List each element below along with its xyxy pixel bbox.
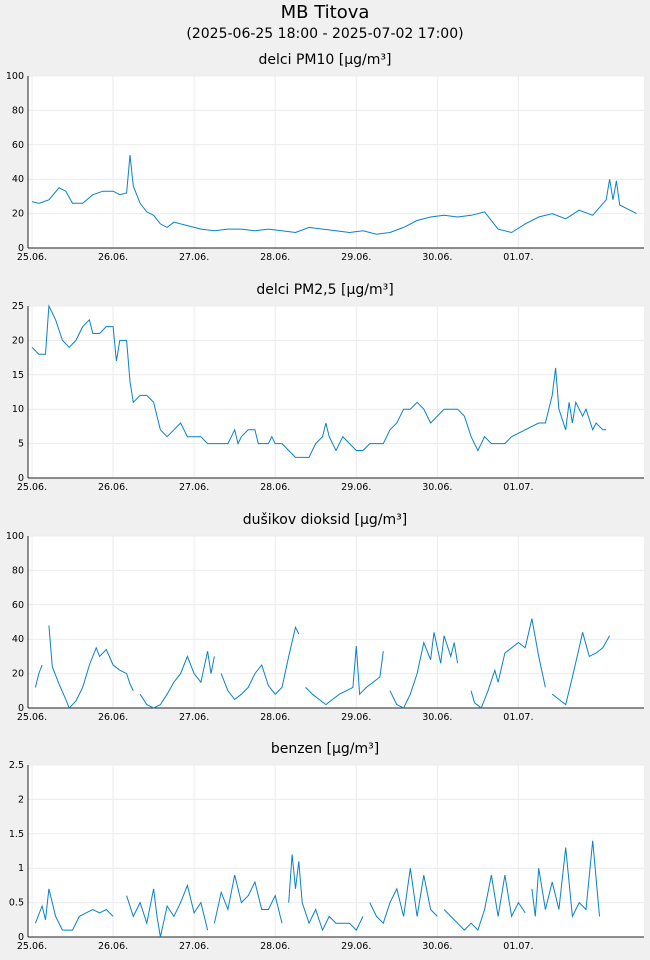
series-line (443, 875, 526, 932)
y-tick-label: 100 (6, 531, 24, 542)
x-tick-label: 27.06. (179, 252, 209, 263)
series-line (48, 625, 134, 709)
series-line (288, 854, 364, 932)
series-line (470, 618, 546, 709)
y-tick-label: 15 (12, 370, 24, 381)
x-tick-label: 25.06. (17, 941, 47, 952)
x-tick-label: 01.07. (503, 712, 533, 723)
x-tick-label: 30.06. (422, 482, 452, 493)
x-tick-label: 26.06. (98, 712, 128, 723)
series-line (126, 883, 209, 938)
x-tick-label: 25.06. (17, 712, 47, 723)
x-tick-label: 26.06. (98, 252, 128, 263)
x-tick-label: 28.06. (260, 482, 290, 493)
x-tick-label: 28.06. (260, 712, 290, 723)
x-tick-label: 30.06. (422, 252, 452, 263)
y-tick-label: 20 (12, 669, 24, 680)
y-tick-label: 2.5 (9, 760, 24, 771)
y-tick-label: 1.5 (9, 829, 24, 840)
y-tick-label: 0 (18, 703, 24, 714)
chart-panel-4: benzen [µg/m³] 0 0.5 1 1.5 2 2.5 25.06. 26.06. 27… (9, 741, 644, 952)
x-tick-label: 01.07. (503, 941, 533, 952)
x-tick-label: 30.06. (422, 712, 452, 723)
series-line (551, 632, 611, 706)
series-line (531, 840, 600, 919)
chart-page-title: MB Titova (280, 2, 370, 23)
x-tick-label: 26.06. (98, 941, 128, 952)
x-tick-label: 29.06. (341, 482, 371, 493)
y-tick-label: 5 (18, 439, 24, 450)
x-tick-label: 27.06. (179, 482, 209, 493)
plot-area (28, 306, 644, 478)
panel-title: delci PM10 [µg/m³] (259, 52, 392, 68)
y-tick-label: 1 (18, 863, 24, 874)
x-tick-label: 25.06. (17, 252, 47, 263)
y-tick-label: 0 (18, 473, 24, 484)
x-tick-label: 01.07. (503, 482, 533, 493)
y-tick-label: 0 (18, 932, 24, 943)
x-tick-label: 27.06. (179, 941, 209, 952)
y-tick-label: 60 (12, 600, 24, 611)
y-tick-label: 60 (12, 140, 24, 151)
panel-title: dušikov dioksid [µg/m³] (243, 512, 408, 528)
x-tick-label: 29.06. (341, 252, 371, 263)
y-tick-label: 10 (12, 404, 24, 415)
y-tick-label: 100 (6, 71, 24, 82)
chart-panel-2: delci PM2,5 [µg/m³] 0 5 10 15 20 25 25.06. 26.06… (12, 282, 644, 493)
x-tick-label: 27.06. (179, 712, 209, 723)
series-line (34, 664, 43, 688)
chart-panel-1: delci PM10 [µg/m³] 0 20 40 60 80 100 25.06. 26.0… (6, 52, 644, 263)
x-tick-label: 28.06. (260, 941, 290, 952)
plot-area (28, 536, 644, 708)
x-tick-label: 01.07. (503, 252, 533, 263)
y-tick-label: 40 (12, 174, 24, 185)
x-tick-label: 29.06. (341, 712, 371, 723)
x-tick-label: 25.06. (17, 482, 47, 493)
y-tick-label: 0.5 (9, 898, 24, 909)
panel-title: benzen [µg/m³] (271, 741, 379, 757)
y-tick-label: 80 (12, 565, 24, 576)
y-tick-label: 0 (18, 243, 24, 254)
series-line (139, 651, 215, 709)
y-tick-label: 20 (12, 335, 24, 346)
panel-title: delci PM2,5 [µg/m³] (256, 282, 393, 298)
y-tick-label: 2 (18, 794, 24, 805)
y-tick-label: 20 (12, 209, 24, 220)
series-line (389, 632, 459, 709)
chart-panel-3: dušikov dioksid [µg/m³] 0 20 40 60 80 100 25.06… (6, 512, 644, 723)
series-line (31, 304, 607, 458)
series-line (369, 868, 438, 925)
y-tick-label: 25 (12, 301, 24, 312)
plot-area (28, 76, 644, 248)
x-tick-label: 28.06. (260, 252, 290, 263)
series-line (31, 155, 637, 235)
x-tick-label: 29.06. (341, 941, 371, 952)
series-line (213, 874, 283, 924)
chart-date-range: (2025-06-25 18:00 - 2025-07-02 17:00) (186, 26, 464, 42)
series-line (34, 888, 114, 931)
x-tick-label: 26.06. (98, 482, 128, 493)
y-tick-label: 40 (12, 634, 24, 645)
series-line (305, 646, 384, 706)
series-line (220, 625, 300, 701)
y-tick-label: 80 (12, 105, 24, 116)
x-tick-label: 30.06. (422, 941, 452, 952)
plot-area (28, 765, 644, 937)
